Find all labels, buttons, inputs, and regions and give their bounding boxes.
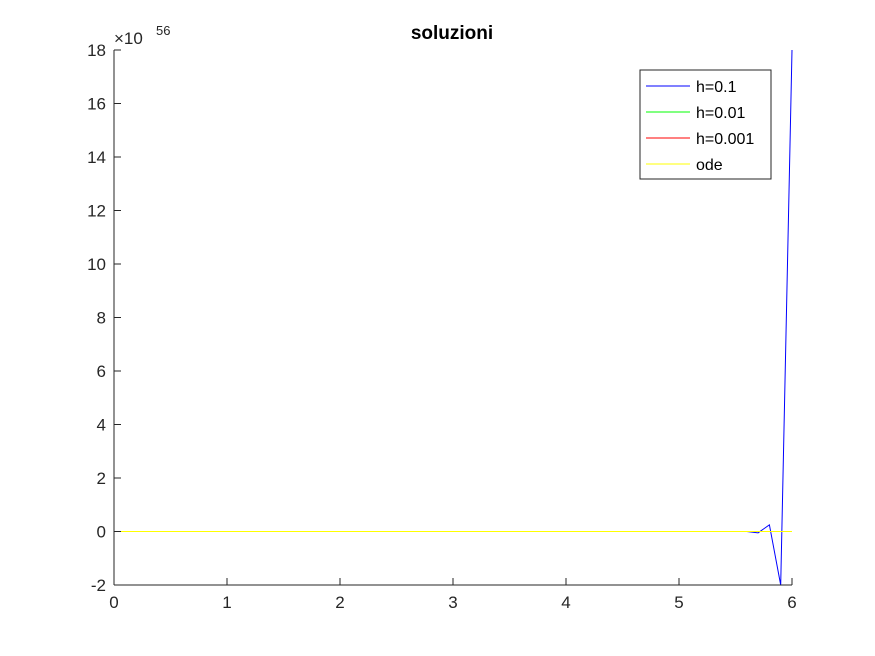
x-tick-label: 3 bbox=[448, 593, 457, 612]
legend-entry: h=0.01 bbox=[696, 105, 745, 122]
y-tick-label: 12 bbox=[87, 202, 106, 221]
x-tick-label: 5 bbox=[674, 593, 683, 612]
y-tick-label: 2 bbox=[97, 469, 106, 488]
x-tick-label: 4 bbox=[561, 593, 570, 612]
legend-entry: ode bbox=[696, 157, 723, 174]
legend: h=0.1 h=0.01 h=0.001 ode bbox=[639, 69, 772, 180]
y-tick-label: 4 bbox=[97, 416, 106, 435]
x-tick-label: 1 bbox=[222, 593, 231, 612]
y-exponent-power: 56 bbox=[156, 23, 170, 38]
chart-title: soluzioni bbox=[411, 23, 493, 44]
legend-box bbox=[639, 69, 772, 180]
y-tick-label: 16 bbox=[87, 95, 106, 114]
y-tick-label: -2 bbox=[91, 576, 106, 595]
y-tick-label: 8 bbox=[97, 309, 106, 328]
y-axis-ticks: -2 0 2 4 6 8 10 12 14 16 18 bbox=[87, 41, 121, 595]
x-tick-label: 0 bbox=[109, 593, 118, 612]
y-tick-label: 18 bbox=[87, 41, 106, 60]
y-axis-exponent: ×10 56 bbox=[114, 23, 170, 48]
x-tick-label: 6 bbox=[787, 593, 796, 612]
y-tick-label: 0 bbox=[97, 523, 106, 542]
legend-entry: h=0.1 bbox=[696, 79, 737, 96]
x-axis-ticks: 0 1 2 3 4 5 6 bbox=[109, 578, 797, 612]
y-exponent-base: ×10 bbox=[114, 29, 143, 48]
y-tick-label: 6 bbox=[97, 362, 106, 381]
legend-entry: h=0.001 bbox=[696, 131, 754, 148]
x-tick-label: 2 bbox=[335, 593, 344, 612]
y-tick-label: 10 bbox=[87, 255, 106, 274]
y-tick-label: 14 bbox=[87, 148, 106, 167]
